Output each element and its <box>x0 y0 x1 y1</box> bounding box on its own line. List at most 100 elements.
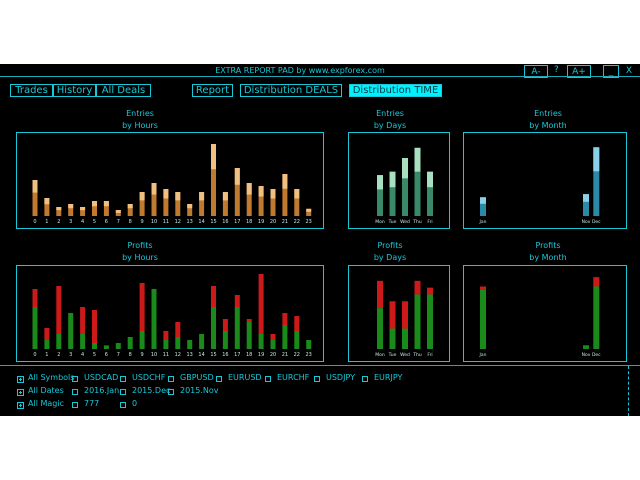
entries-month-chart: Jan Nov Dec <box>463 132 627 229</box>
entries-bar <box>199 192 205 216</box>
entries-bar-cap <box>427 171 433 188</box>
filter-option-label[interactable]: EURJPY <box>374 373 403 382</box>
profit-bar <box>480 289 486 349</box>
entries-bar-cap <box>151 183 157 195</box>
filter-option-label[interactable]: 777 <box>84 399 100 408</box>
tick-label: 2 <box>57 352 60 358</box>
filter-option-label[interactable]: USDCAD <box>84 373 119 382</box>
tick-label: 17 <box>234 219 240 225</box>
tick-label: 19 <box>258 352 264 358</box>
filter-checkbox[interactable] <box>168 376 174 382</box>
filter-checkbox[interactable] <box>216 376 222 382</box>
filter-checkbox[interactable] <box>72 389 78 395</box>
tick-label: 0 <box>33 352 36 358</box>
expand-symbols-icon[interactable] <box>17 376 24 383</box>
expand-dates-icon[interactable] <box>17 389 24 396</box>
profit-bar <box>282 325 288 349</box>
entries-bar <box>151 183 157 216</box>
profit-bar <box>103 345 109 349</box>
filter-checkbox[interactable] <box>120 402 126 408</box>
filter-option-label[interactable]: EURUSD <box>228 373 262 382</box>
profits-hours-title-line1: Profits <box>127 241 153 250</box>
profit-bar <box>234 307 240 349</box>
profit-bar <box>187 340 193 349</box>
filter-checkbox[interactable] <box>120 376 126 382</box>
font-increase-button[interactable]: A+ <box>567 65 591 78</box>
entries-bar-cap <box>389 171 396 188</box>
filter-option-label[interactable]: EURCHF <box>277 373 310 382</box>
profit-bar <box>270 340 276 349</box>
filter-option-label[interactable]: USDJPY <box>326 373 355 382</box>
tab-history[interactable]: History <box>53 84 96 97</box>
entries-bar-cap <box>139 192 145 201</box>
minimize-button[interactable]: _ <box>603 65 619 78</box>
tick-label: Jan <box>479 219 487 225</box>
tab-distribution-time[interactable]: Distribution TIME <box>349 84 442 97</box>
entries-bar <box>127 204 133 216</box>
loss-bar <box>222 319 228 331</box>
profit-bar <box>68 313 74 349</box>
profits-days-chart: Mon Tue Wed Thu Fri <box>348 265 450 362</box>
filter-checkbox[interactable] <box>168 389 174 395</box>
entries-bar-cap <box>222 192 228 201</box>
filter-option-label[interactable]: GBPUSD <box>180 373 214 382</box>
entries-bar-cap <box>414 147 421 172</box>
entries-bar <box>306 208 312 216</box>
tab-report[interactable]: Report <box>192 84 233 97</box>
entries-bar <box>480 197 486 216</box>
font-decrease-button[interactable]: A- <box>524 65 548 78</box>
filter-option-label[interactable]: USDCHF <box>132 373 166 382</box>
filter-checkbox[interactable] <box>314 376 320 382</box>
tick-label: 6 <box>105 219 108 225</box>
filter-checkbox[interactable] <box>72 402 78 408</box>
profit-bar <box>80 334 86 349</box>
tick-label: 22 <box>294 352 300 358</box>
loss-bar <box>294 316 300 331</box>
tick-label: 15 <box>210 352 216 358</box>
help-button[interactable]: ? <box>554 65 559 75</box>
all-magic-label[interactable]: All Magic <box>28 399 64 408</box>
filter-checkbox[interactable] <box>362 376 368 382</box>
filter-checkbox[interactable] <box>72 376 78 382</box>
tick-label: 3 <box>69 352 72 358</box>
tab-distribution-deals[interactable]: Distribution DEALS <box>240 84 342 97</box>
entries-bar-cap <box>32 180 38 193</box>
entries-bar <box>389 171 396 216</box>
entries-month-title-line2: by Month <box>529 121 567 130</box>
profits-hours-chart: 0 1 2 3 4 5 6 7 8 9 10 11 12 13 14 15 16 17 18 19 20 21 22 23 <box>16 265 324 362</box>
filter-option-label[interactable]: 2015.Nov <box>180 386 219 395</box>
profit-bar <box>44 340 50 349</box>
entries-bar-cap <box>187 204 193 209</box>
tab-all-deals[interactable]: All Deals <box>96 84 151 97</box>
entries-bar <box>294 189 300 216</box>
filter-checkbox[interactable] <box>120 389 126 395</box>
entries-month-svg: Jan Nov Dec <box>479 147 601 225</box>
tick-label: 23 <box>306 219 312 225</box>
tab-trades[interactable]: Trades <box>10 84 53 97</box>
entries-bar-cap <box>306 208 312 212</box>
expand-magic-icon[interactable] <box>17 402 24 409</box>
filter-scrollbar[interactable] <box>628 366 630 416</box>
profit-bar <box>306 340 312 349</box>
entries-bar-cap <box>402 158 408 179</box>
profit-bar <box>211 307 216 349</box>
close-button[interactable]: X <box>625 66 633 76</box>
profit-bar <box>389 328 396 349</box>
tick-label: 6 <box>105 352 108 358</box>
loss-bar <box>389 301 396 329</box>
tick-label: 17 <box>234 352 240 358</box>
profit-bar <box>246 322 252 349</box>
loss-bar <box>402 301 408 329</box>
tick-label: 4 <box>81 219 84 225</box>
entries-bar <box>103 201 109 216</box>
filter-checkbox[interactable] <box>265 376 271 382</box>
tick-label: 11 <box>163 352 169 358</box>
filter-option-label[interactable]: 2015.Dec <box>132 386 171 395</box>
profit-bar <box>583 345 589 349</box>
all-symbols-label[interactable]: All Symbols <box>28 373 75 382</box>
filter-option-label[interactable]: 0 <box>132 399 138 408</box>
filter-option-label[interactable]: 2016.Jan <box>84 386 120 395</box>
all-dates-label[interactable]: All Dates <box>28 386 64 395</box>
tick-label: 7 <box>117 219 120 225</box>
loss-bar <box>414 280 421 295</box>
